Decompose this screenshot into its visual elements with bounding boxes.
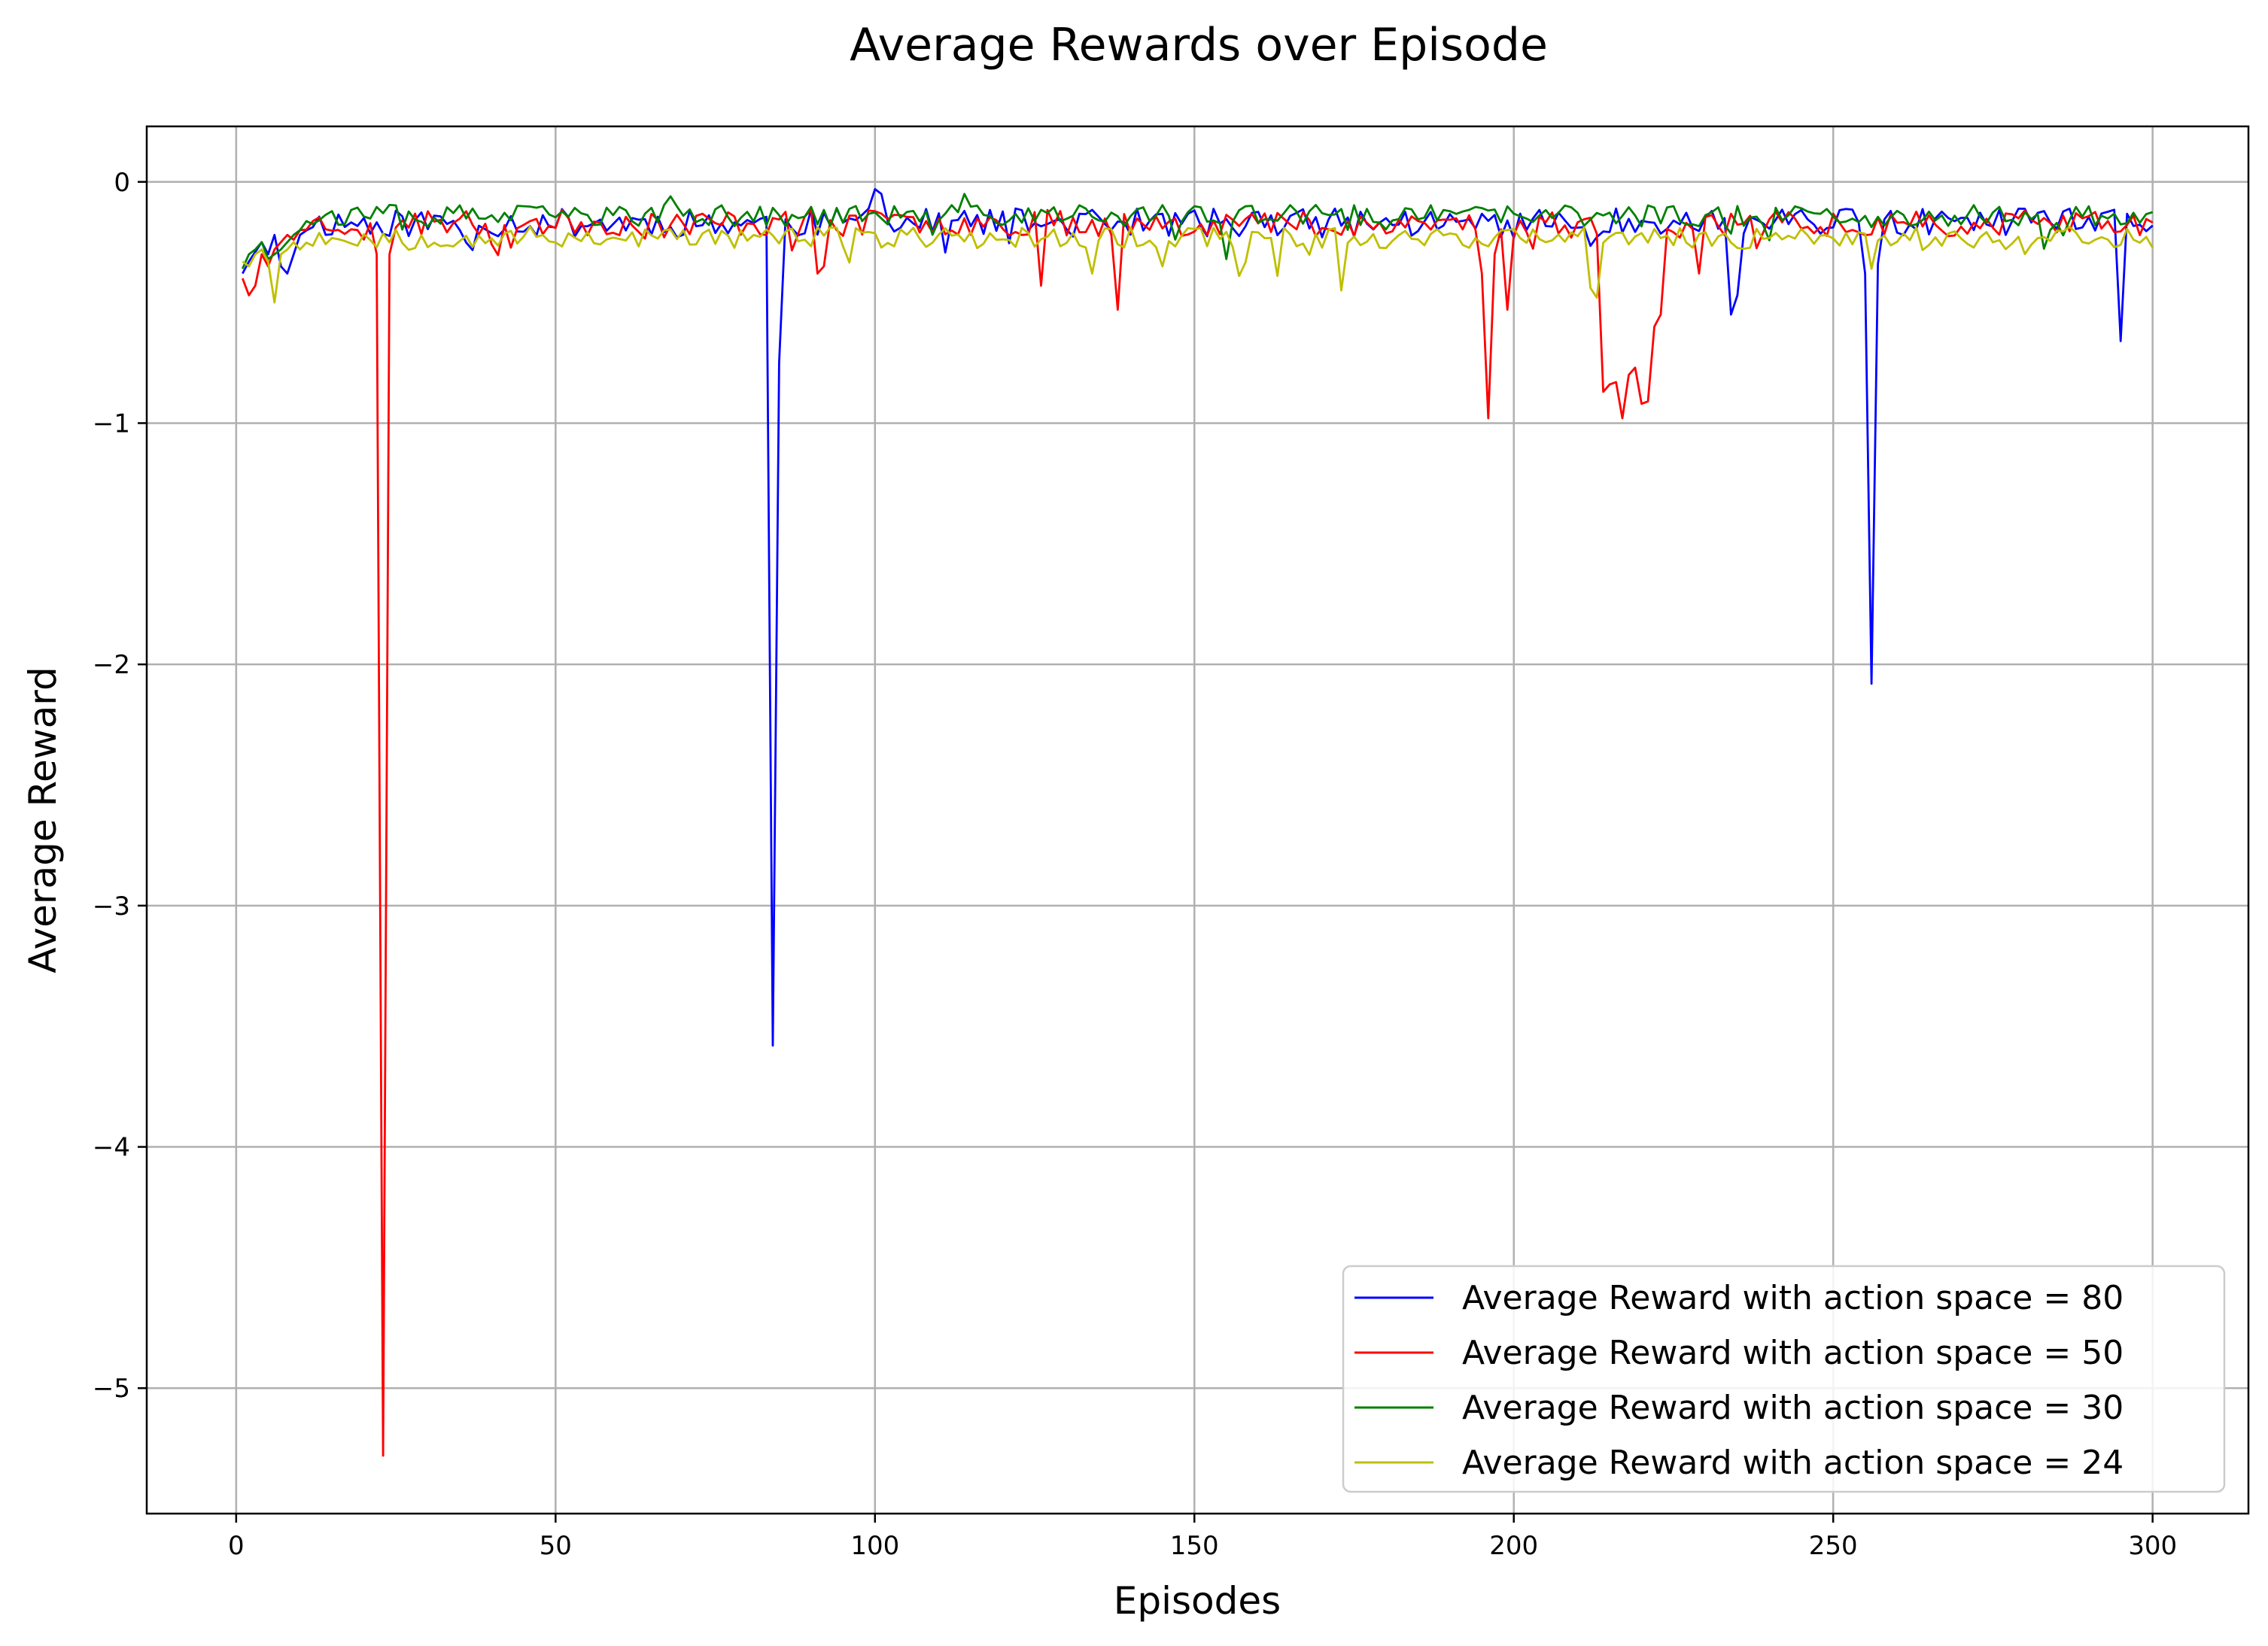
x-tick-label: 250 xyxy=(1809,1531,1858,1561)
y-axis: 0 −1 −2 −3 −4 −5 xyxy=(93,168,147,1404)
y-tick-label: −3 xyxy=(93,891,130,922)
y-tick-label: −2 xyxy=(93,650,130,680)
y-axis-label: Average Reward xyxy=(21,667,65,973)
x-tick-label: 50 xyxy=(540,1531,572,1561)
series-group xyxy=(241,187,2154,1457)
x-tick-label: 200 xyxy=(1489,1531,1538,1561)
y-tick-label: −4 xyxy=(93,1133,130,1163)
y-tick-label: 0 xyxy=(114,168,130,198)
legend-entry-label: Average Reward with action space = 80 xyxy=(1462,1279,2124,1317)
y-tick-label: −5 xyxy=(93,1374,130,1404)
legend-entry-label: Average Reward with action space = 24 xyxy=(1462,1444,2124,1482)
legend-entry-label: Average Reward with action space = 50 xyxy=(1462,1334,2124,1372)
y-tick-label: −1 xyxy=(93,408,130,439)
x-tick-label: 300 xyxy=(2128,1531,2177,1561)
legend-entry-label: Average Reward with action space = 30 xyxy=(1462,1389,2124,1427)
legend-box xyxy=(1342,1265,2226,1493)
x-axis: 0 50 100 150 200 250 300 xyxy=(228,1514,2177,1561)
x-tick-label: 100 xyxy=(850,1531,899,1561)
series-line-0 xyxy=(242,187,2154,1047)
plot-frame xyxy=(145,125,2250,1515)
x-tick-label: 150 xyxy=(1170,1531,1219,1561)
legend: Average Reward with action space = 80 Ave… xyxy=(1342,1265,2226,1493)
series-line-3 xyxy=(242,225,2154,304)
x-tick-label: 0 xyxy=(228,1531,245,1561)
series-line-2 xyxy=(242,193,2154,269)
x-axis-label: Episodes xyxy=(1114,1579,1281,1623)
chart-title: Average Rewards over Episode xyxy=(850,19,1548,71)
